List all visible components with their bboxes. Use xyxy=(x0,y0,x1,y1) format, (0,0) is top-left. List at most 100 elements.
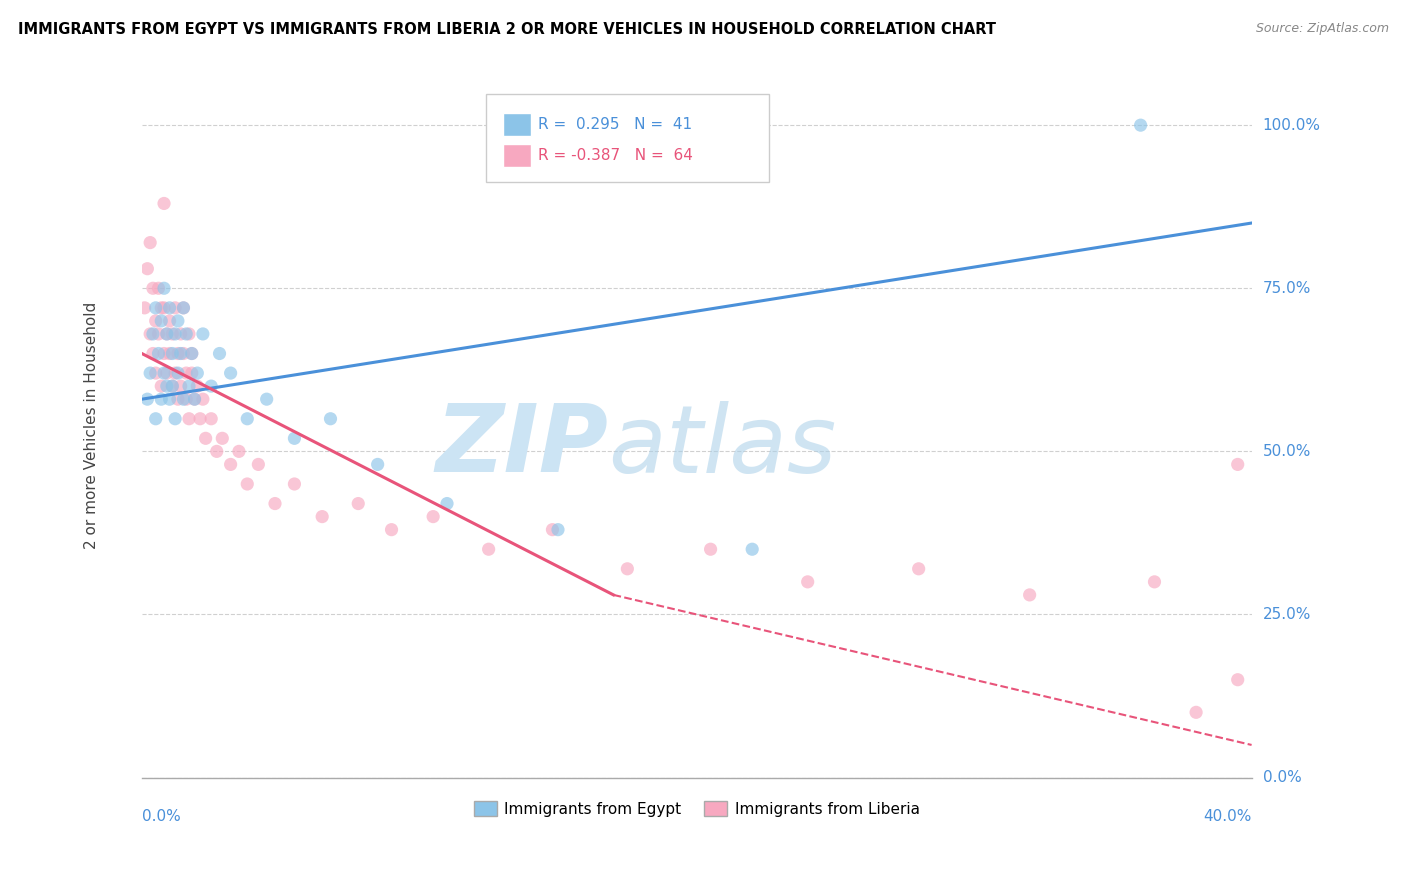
Point xyxy=(1143,574,1166,589)
Point xyxy=(170,379,193,393)
Point xyxy=(186,366,208,380)
Point xyxy=(478,542,501,557)
Point xyxy=(172,392,194,407)
Point xyxy=(139,326,162,341)
Point xyxy=(142,346,165,360)
Point xyxy=(136,261,159,276)
Point xyxy=(172,301,194,315)
Point xyxy=(136,392,159,407)
Point xyxy=(167,366,190,380)
Point xyxy=(616,562,638,576)
Point xyxy=(165,301,187,315)
Point xyxy=(156,366,179,380)
FancyBboxPatch shape xyxy=(502,113,531,136)
Point xyxy=(177,326,200,341)
Text: 75.0%: 75.0% xyxy=(1263,281,1310,296)
Text: 100.0%: 100.0% xyxy=(1263,118,1320,133)
Point xyxy=(170,346,193,360)
Point xyxy=(191,392,214,407)
Point xyxy=(180,366,202,380)
Point xyxy=(183,392,205,407)
Point xyxy=(247,458,270,472)
Point xyxy=(1226,458,1249,472)
Point xyxy=(205,444,228,458)
Point xyxy=(165,366,187,380)
Point xyxy=(319,411,342,425)
Point xyxy=(150,379,173,393)
Point xyxy=(200,379,222,393)
Point xyxy=(145,411,167,425)
Point xyxy=(283,431,305,445)
Point xyxy=(145,314,167,328)
Point xyxy=(547,523,569,537)
Point xyxy=(1185,706,1208,720)
Legend: Immigrants from Egypt, Immigrants from Liberia: Immigrants from Egypt, Immigrants from L… xyxy=(468,795,927,822)
Point xyxy=(180,346,202,360)
Text: R =  0.295   N =  41: R = 0.295 N = 41 xyxy=(538,117,692,132)
Point xyxy=(159,314,181,328)
Text: Source: ZipAtlas.com: Source: ZipAtlas.com xyxy=(1256,22,1389,36)
Point xyxy=(347,497,370,511)
Point xyxy=(283,477,305,491)
Point xyxy=(380,523,402,537)
Text: IMMIGRANTS FROM EGYPT VS IMMIGRANTS FROM LIBERIA 2 OR MORE VEHICLES IN HOUSEHOLD: IMMIGRANTS FROM EGYPT VS IMMIGRANTS FROM… xyxy=(18,22,997,37)
Point xyxy=(148,326,170,341)
Point xyxy=(907,562,929,576)
Point xyxy=(134,301,156,315)
Point xyxy=(167,392,190,407)
Point xyxy=(208,346,231,360)
Point xyxy=(699,542,721,557)
Point xyxy=(183,392,205,407)
Point xyxy=(194,431,217,445)
Point xyxy=(236,411,259,425)
Point xyxy=(174,366,197,380)
Point xyxy=(436,497,458,511)
Point xyxy=(186,379,208,393)
Text: 40.0%: 40.0% xyxy=(1204,809,1251,824)
Point xyxy=(219,458,242,472)
Point xyxy=(228,444,250,458)
Point xyxy=(200,411,222,425)
Point xyxy=(256,392,278,407)
Point xyxy=(177,379,200,393)
FancyBboxPatch shape xyxy=(486,95,769,182)
Point xyxy=(541,523,564,537)
Point xyxy=(153,346,176,360)
Point xyxy=(145,366,167,380)
Point xyxy=(172,301,194,315)
Point xyxy=(142,326,165,341)
Point xyxy=(159,392,181,407)
Point xyxy=(156,326,179,341)
Text: ZIP: ZIP xyxy=(434,401,607,492)
Point xyxy=(219,366,242,380)
Point xyxy=(167,346,190,360)
Point xyxy=(170,326,193,341)
Point xyxy=(311,509,333,524)
Point xyxy=(174,392,197,407)
Point xyxy=(153,301,176,315)
Point xyxy=(167,314,190,328)
Text: 0.0%: 0.0% xyxy=(142,809,180,824)
Text: 0.0%: 0.0% xyxy=(1263,770,1302,785)
Point xyxy=(1226,673,1249,687)
Point xyxy=(264,497,287,511)
Point xyxy=(162,346,184,360)
Point xyxy=(142,281,165,295)
Point xyxy=(156,379,179,393)
Point xyxy=(150,392,173,407)
Point xyxy=(165,326,187,341)
Text: R = -0.387   N =  64: R = -0.387 N = 64 xyxy=(538,148,693,163)
Point xyxy=(139,235,162,250)
Point xyxy=(180,346,202,360)
Point xyxy=(211,431,233,445)
Point xyxy=(165,411,187,425)
Point xyxy=(159,301,181,315)
FancyBboxPatch shape xyxy=(502,145,531,167)
Point xyxy=(1018,588,1040,602)
Point xyxy=(174,326,197,341)
Point xyxy=(162,379,184,393)
Point xyxy=(236,477,259,491)
Point xyxy=(148,346,170,360)
Point xyxy=(153,281,176,295)
Point xyxy=(156,326,179,341)
